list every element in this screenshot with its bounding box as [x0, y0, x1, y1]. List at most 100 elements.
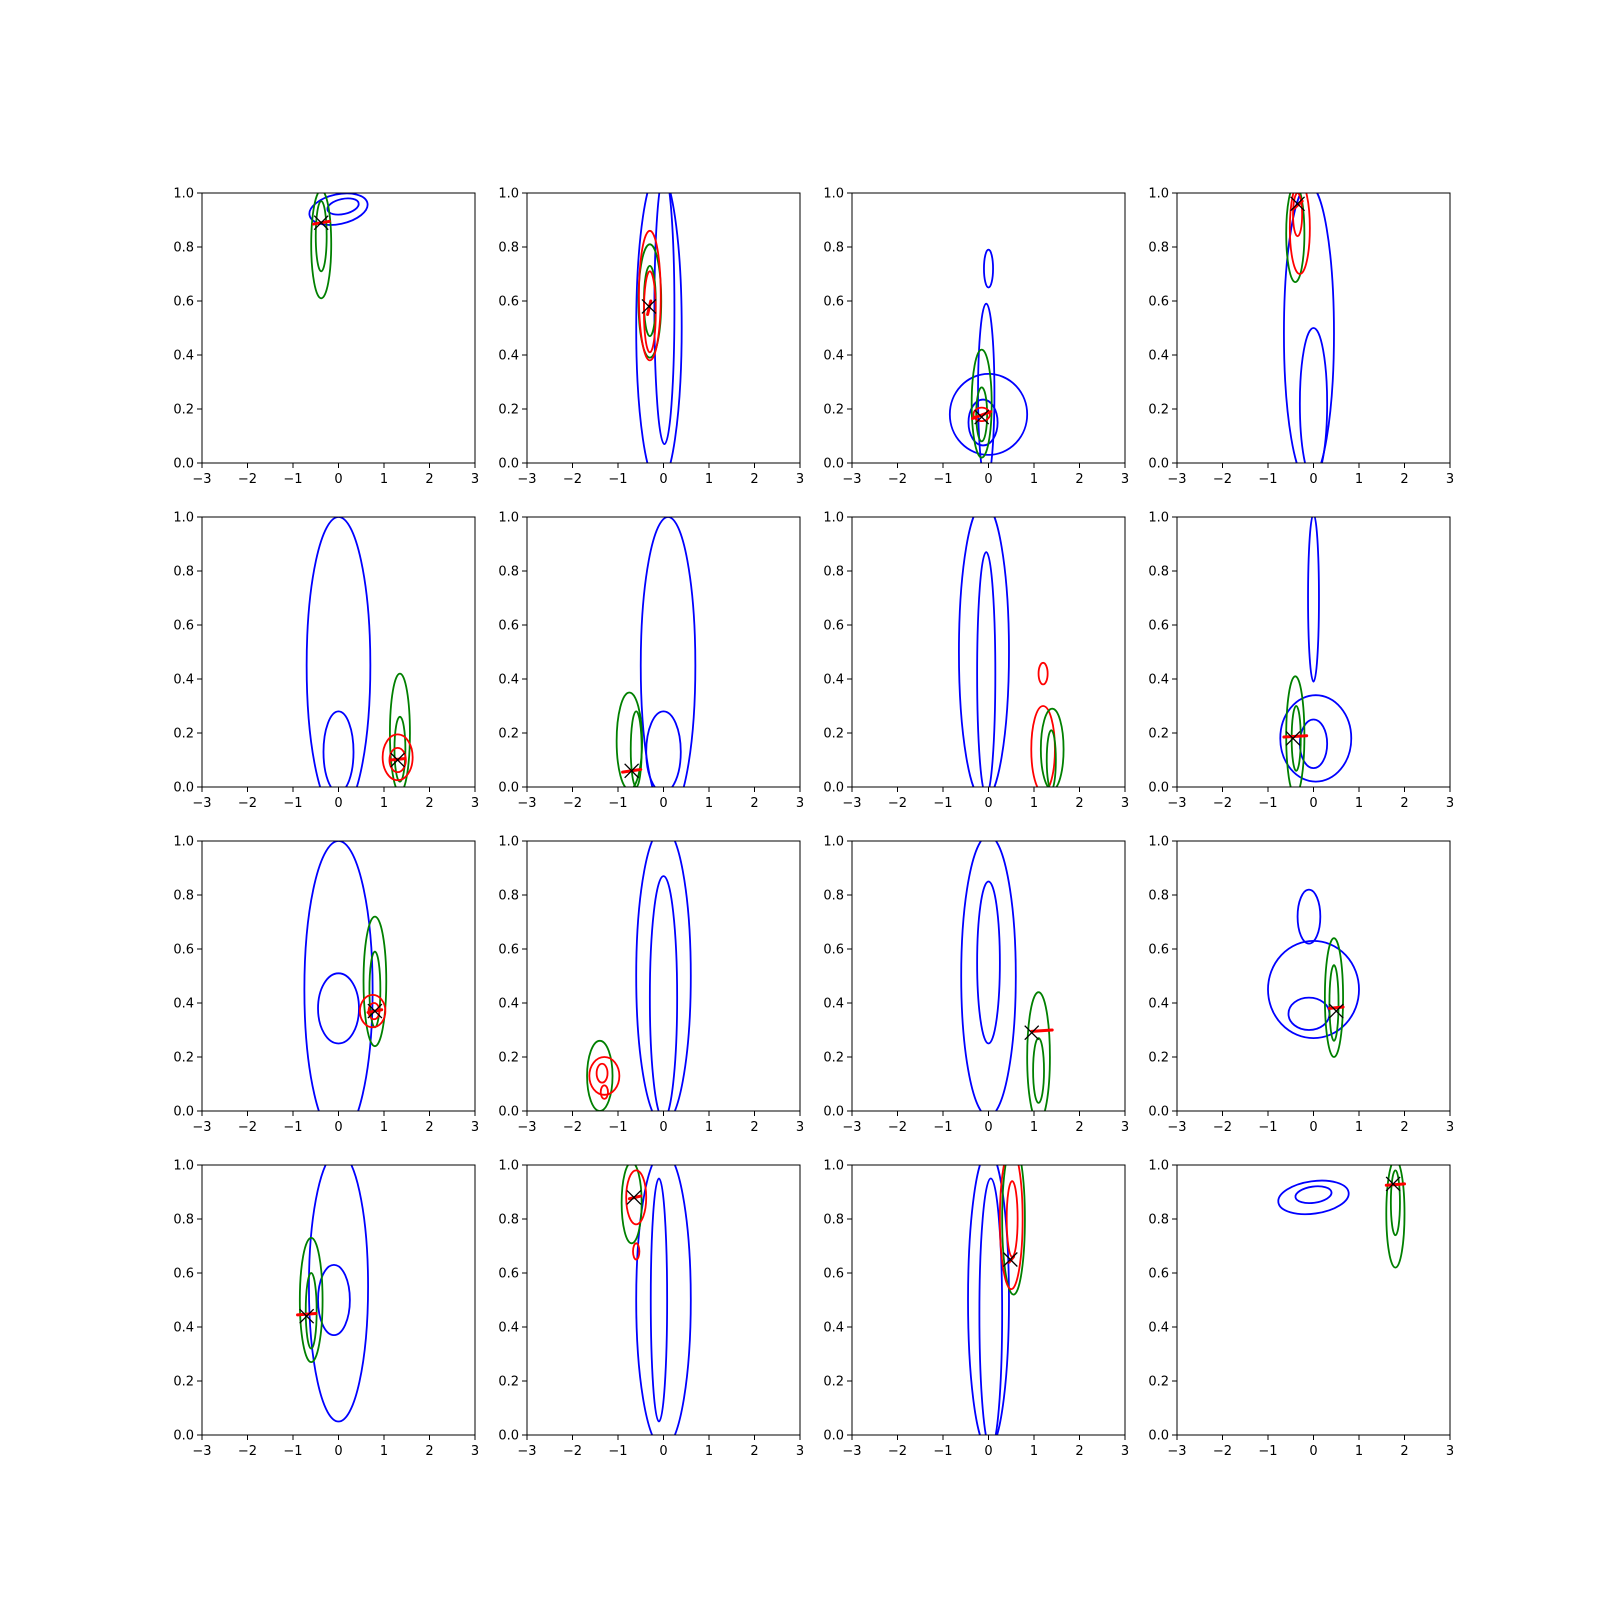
- contour-group: [296, 1165, 369, 1423]
- x-marker: [1285, 730, 1301, 746]
- y-tick-label: 0.8: [1148, 1213, 1169, 1228]
- y-tick-label: 0.6: [173, 1267, 194, 1282]
- x-tick-label: −1: [933, 1120, 952, 1135]
- y-tick-label: 0.6: [823, 619, 844, 634]
- y-tick-label: 1.0: [823, 1159, 844, 1174]
- x-tick-label: 0: [659, 796, 667, 811]
- x-tick-label: −2: [238, 1120, 257, 1135]
- x-tick-label: 0: [984, 472, 992, 487]
- x-tick-label: 2: [1075, 796, 1083, 811]
- x-tick-label: −3: [192, 472, 211, 487]
- red-segment-marker: [1327, 1005, 1345, 1010]
- contour-group: [1283, 193, 1335, 463]
- contour-blue-3: [948, 372, 1029, 456]
- y-tick-label: 1.0: [498, 835, 519, 850]
- y-tick-label: 0.4: [498, 997, 519, 1012]
- contour-group: [1267, 888, 1360, 1058]
- x-marker: [367, 1003, 383, 1019]
- contour-blue-2: [653, 193, 676, 445]
- x-marker: [641, 298, 657, 314]
- x-tick-label: 0: [659, 1444, 667, 1459]
- x-tick-label: 1: [705, 1120, 713, 1135]
- subplot-14: −3 −2 −1 0 1 2 3 0.0 0.2 0.4 0.6 0.8 1.0: [498, 1159, 804, 1460]
- x-tick-label: 1: [1355, 796, 1363, 811]
- y-tick-label: 0.2: [498, 1375, 519, 1390]
- x-tick-label: 2: [750, 796, 758, 811]
- x-marker: [974, 409, 990, 425]
- contour-blue-2: [1296, 888, 1322, 945]
- x-marker-stroke-b: [367, 1003, 383, 1019]
- contour-blue-2: [976, 551, 997, 787]
- subplot-4: −3 −2 −1 0 1 2 3 0.0 0.2 0.4 0.6 0.8 1.0: [1148, 187, 1454, 488]
- y-tick-label: 0.8: [498, 1213, 519, 1228]
- x-marker-stroke-b: [1024, 1025, 1040, 1041]
- contour-blue-2: [649, 1177, 669, 1423]
- y-tick-label: 0.4: [498, 349, 519, 364]
- y-tick-label: 1.0: [173, 1159, 194, 1174]
- y-tick-label: 1.0: [823, 187, 844, 202]
- contour-green-4: [1032, 1037, 1045, 1104]
- red-segment-marker: [1384, 1182, 1406, 1187]
- y-tick-label: 0.2: [823, 727, 844, 742]
- y-tick-label: 0.2: [173, 727, 194, 742]
- y-tick-label: 0.0: [1148, 1105, 1169, 1120]
- y-tick-label: 1.0: [498, 511, 519, 526]
- x-tick-label: −2: [238, 1444, 257, 1459]
- subplot-1: −3 −2 −1 0 1 2 3 0.0 0.2 0.4 0.6 0.8 1.0: [173, 187, 479, 488]
- x-marker-stroke-b: [624, 763, 640, 779]
- contour-blue-1: [308, 1165, 369, 1423]
- contour-blue-1: [958, 517, 1010, 787]
- y-tick-label: 0.8: [173, 1213, 194, 1228]
- x-marker-stroke-b: [974, 409, 990, 425]
- x-marker: [624, 763, 640, 779]
- x-marker: [1024, 1025, 1040, 1041]
- x-tick-label: 1: [1030, 1120, 1038, 1135]
- panels-group: −3 −2 −1 0 1 2 3 0.0 0.2 0.4 0.6 0.8 1.0 −3 −2 −1 0 1 2 3 0.…: [173, 187, 1454, 1460]
- x-marker: [1385, 1176, 1401, 1192]
- contour-green-3: [298, 1237, 324, 1364]
- contour-blue-2: [317, 1264, 351, 1337]
- contour-blue-1: [635, 841, 692, 1111]
- y-tick-label: 1.0: [498, 187, 519, 202]
- x-marker-stroke-b: [641, 298, 657, 314]
- contour-group: [1277, 1165, 1406, 1269]
- y-tick-label: 0.0: [823, 781, 844, 796]
- x-marker-stroke-b: [1002, 1252, 1018, 1267]
- x-tick-label: 3: [471, 472, 479, 487]
- contour-blue-1: [1277, 1179, 1350, 1216]
- contour-group: [308, 193, 369, 300]
- y-tick-label: 1.0: [1148, 187, 1169, 202]
- x-tick-label: −3: [1167, 472, 1186, 487]
- y-tick-label: 0.8: [823, 1213, 844, 1228]
- x-tick-label: 2: [1400, 1120, 1408, 1135]
- contour-green-3: [1001, 1165, 1026, 1296]
- x-tick-label: −1: [1258, 796, 1277, 811]
- red-segment-marker: [627, 1194, 643, 1201]
- y-tick-label: 0.6: [1148, 1267, 1169, 1282]
- red-segment-marker: [971, 410, 993, 420]
- y-tick-label: 0.6: [173, 943, 194, 958]
- y-tick-label: 0.2: [173, 403, 194, 418]
- x-marker-stroke-b: [1285, 730, 1301, 746]
- y-tick-label: 0.2: [823, 1051, 844, 1066]
- contour-blue-2: [1298, 327, 1329, 463]
- y-tick-label: 0.4: [498, 673, 519, 688]
- x-marker: [313, 215, 329, 231]
- contour-green-5: [1328, 964, 1340, 1042]
- x-tick-label: −3: [1167, 1120, 1186, 1135]
- x-tick-label: 2: [425, 796, 433, 811]
- contour-green-4: [629, 710, 643, 787]
- contour-blue-2: [648, 875, 679, 1111]
- contour-red-3: [1037, 661, 1049, 686]
- x-tick-label: 2: [1400, 472, 1408, 487]
- x-tick-label: 3: [471, 1444, 479, 1459]
- x-marker-stroke-b: [299, 1308, 315, 1324]
- y-tick-label: 0.2: [823, 1375, 844, 1390]
- contour-blue-2: [978, 1177, 1004, 1435]
- y-tick-label: 0.0: [498, 1105, 519, 1120]
- contour-blue-1: [303, 841, 374, 1111]
- y-tick-label: 0.6: [498, 1267, 519, 1282]
- contour-blue-2: [976, 880, 1001, 1045]
- x-tick-label: −2: [1213, 472, 1232, 487]
